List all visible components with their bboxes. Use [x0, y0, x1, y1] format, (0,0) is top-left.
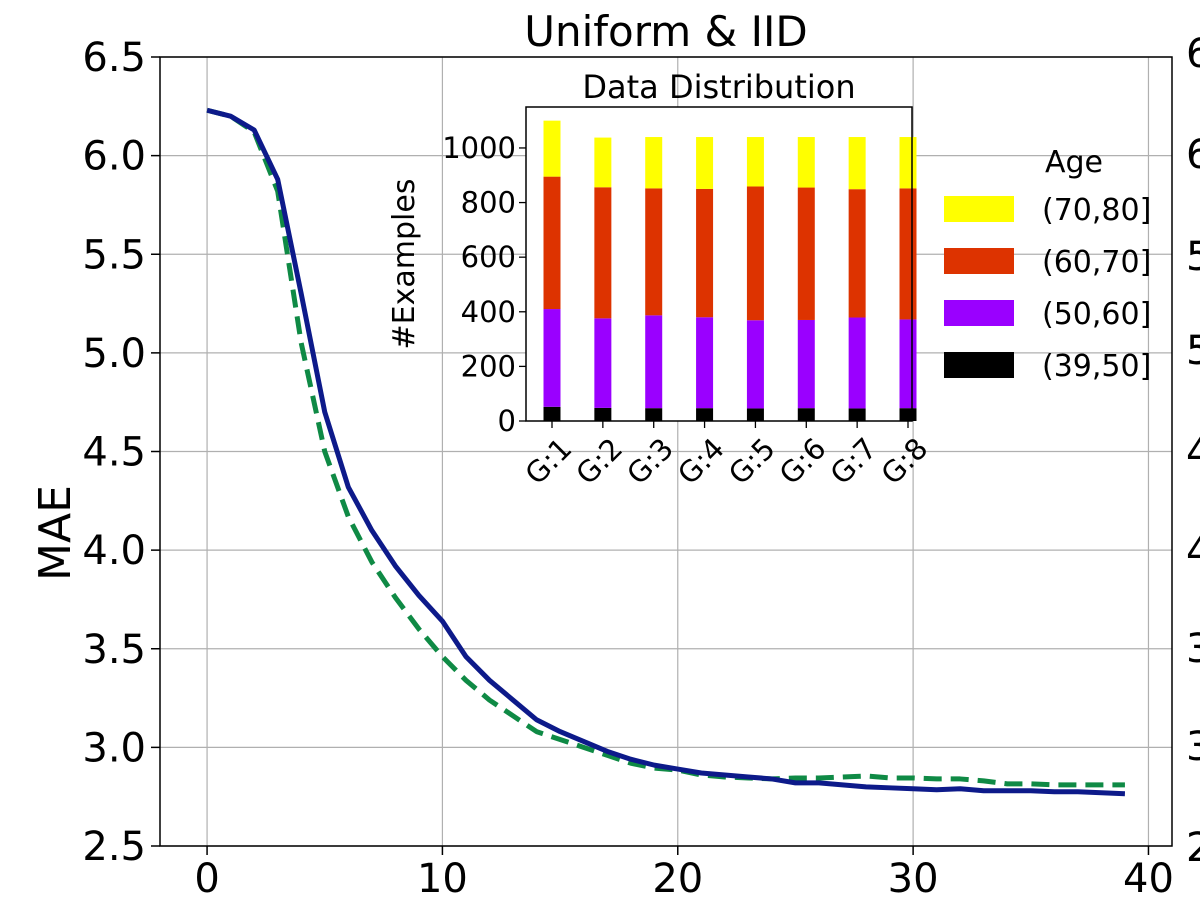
inset-bar-segment	[696, 188, 714, 318]
main-title: Uniform & IID	[524, 7, 808, 56]
legend-entry-label: (70,80]	[1042, 193, 1151, 228]
inset-bar-segment	[645, 188, 663, 316]
series-line-solid	[206, 107, 1126, 797]
inset-y-tick-label: 200	[461, 349, 516, 383]
legend-entry-label: (50,60]	[1042, 297, 1151, 332]
inset-bar-segment	[746, 408, 764, 421]
inset-bar-segment	[848, 137, 866, 190]
inset-bar-segment	[746, 320, 764, 409]
inset-plot-frame	[525, 106, 913, 422]
main-lines	[206, 107, 1126, 797]
inset-bar-segment	[645, 137, 663, 189]
inset-bar-segment	[543, 176, 561, 310]
svg-text:6: 6	[1186, 132, 1200, 178]
inset-bar-segment	[746, 137, 764, 187]
legend-entry-label: (39,50]	[1042, 349, 1151, 384]
inset-bar-segment	[797, 137, 815, 188]
svg-text:5: 5	[1186, 234, 1200, 280]
main-x-tick-label: 40	[1123, 856, 1174, 902]
main-y-tick-label: 3.5	[82, 627, 146, 673]
main-y-tick-label: 4.0	[82, 528, 146, 574]
inset-x-tick-label: G:7	[824, 431, 884, 491]
inset-y-tick-label: 1000	[442, 131, 516, 165]
legend-title: Age	[1045, 145, 1103, 180]
inset-bar-segment	[899, 188, 917, 320]
main-y-tick-label: 6.0	[82, 134, 146, 180]
inset-y-tick-label: 800	[461, 186, 516, 220]
inset-bar-segment	[645, 315, 663, 409]
inset-bar-segment	[594, 407, 612, 421]
svg-text:4: 4	[1186, 430, 1200, 476]
main-y-tick-label: 3.0	[82, 725, 146, 771]
right-edge-tick-fragments: 6 6 5 5 4 4 3 3 2	[1186, 31, 1200, 871]
main-y-axis-label: MAE	[30, 485, 81, 581]
main-y-tick-label: 2.5	[82, 824, 146, 870]
main-y-tick-label: 5.5	[82, 232, 146, 278]
legend-swatch	[944, 352, 1014, 378]
inset-bar-segment	[594, 187, 612, 319]
inset-bar-segment	[899, 319, 917, 409]
inset-bar-segment	[797, 408, 815, 421]
main-x-tick-label: 20	[652, 856, 703, 902]
svg-text:3: 3	[1186, 626, 1200, 672]
main-x-tick-label: 10	[417, 856, 468, 902]
inset-x-tick-label: G:3	[620, 431, 680, 491]
inset-x-tick-label: G:8	[874, 431, 934, 491]
inset-background	[526, 107, 912, 421]
inset-chart: 0 200 400 600 800 1000 G:1G:2G:3G:4G:5G:6G:7G:…	[387, 68, 934, 491]
legend-swatch	[944, 248, 1014, 274]
svg-text:6: 6	[1186, 31, 1200, 77]
main-y-tick-label: 5.0	[82, 331, 146, 377]
svg-text:4: 4	[1186, 529, 1200, 575]
inset-title: Data Distribution	[582, 68, 855, 106]
svg-text:3: 3	[1186, 724, 1200, 770]
inset-bar-segment	[899, 408, 917, 421]
inset-bar-segment	[594, 318, 612, 408]
inset-bar-segment	[848, 317, 866, 409]
inset-bars	[543, 120, 917, 421]
svg-text:5: 5	[1186, 328, 1200, 374]
inset-bar-segment	[543, 406, 561, 421]
inset-bar-segment	[543, 120, 561, 177]
inset-y-axis-label: #Examples	[387, 179, 422, 350]
inset-x-tick-label: G:6	[773, 431, 833, 491]
inset-bar-segment	[746, 186, 764, 321]
inset-bar-segment	[696, 317, 714, 409]
main-x-tick-label: 30	[888, 856, 939, 902]
inset-bar-segment	[899, 137, 917, 189]
legend-swatch	[944, 300, 1014, 326]
main-ticks: 0 10 20 30 40 2.5 3.0 3.5 4.0 4.5 5.0 5.5 6.0 6.5	[82, 35, 1174, 902]
inset-x-tick-label: G:5	[722, 431, 782, 491]
inset-x-tick-label: G:1	[518, 431, 578, 491]
inset-bar-segment	[797, 319, 815, 409]
inset-y-tick-label: 600	[461, 240, 516, 274]
inset-y-tick-label: 0	[498, 404, 516, 438]
inset-x-tick-label: G:2	[569, 431, 629, 491]
inset-bar-segment	[848, 408, 866, 421]
inset-bar-segment	[696, 137, 714, 189]
legend-swatch	[944, 196, 1014, 222]
inset-bar-segment	[797, 187, 815, 320]
legend: Age (70,80] (60,70] (50,60] (39,50]	[944, 145, 1151, 384]
svg-text:2: 2	[1186, 825, 1200, 871]
inset-bar-segment	[543, 309, 561, 407]
main-x-tick-label: 0	[194, 856, 219, 902]
inset-bar-segment	[696, 408, 714, 421]
inset-y-tick-label: 400	[461, 295, 516, 329]
inset-bar-segment	[848, 189, 866, 318]
inset-bar-segment	[594, 137, 612, 188]
main-y-tick-label: 4.5	[82, 430, 146, 476]
main-y-tick-label: 6.5	[82, 35, 146, 81]
legend-entry-label: (60,70]	[1042, 245, 1151, 280]
inset-x-tick-label: G:4	[671, 431, 731, 491]
inset-bar-segment	[645, 408, 663, 421]
